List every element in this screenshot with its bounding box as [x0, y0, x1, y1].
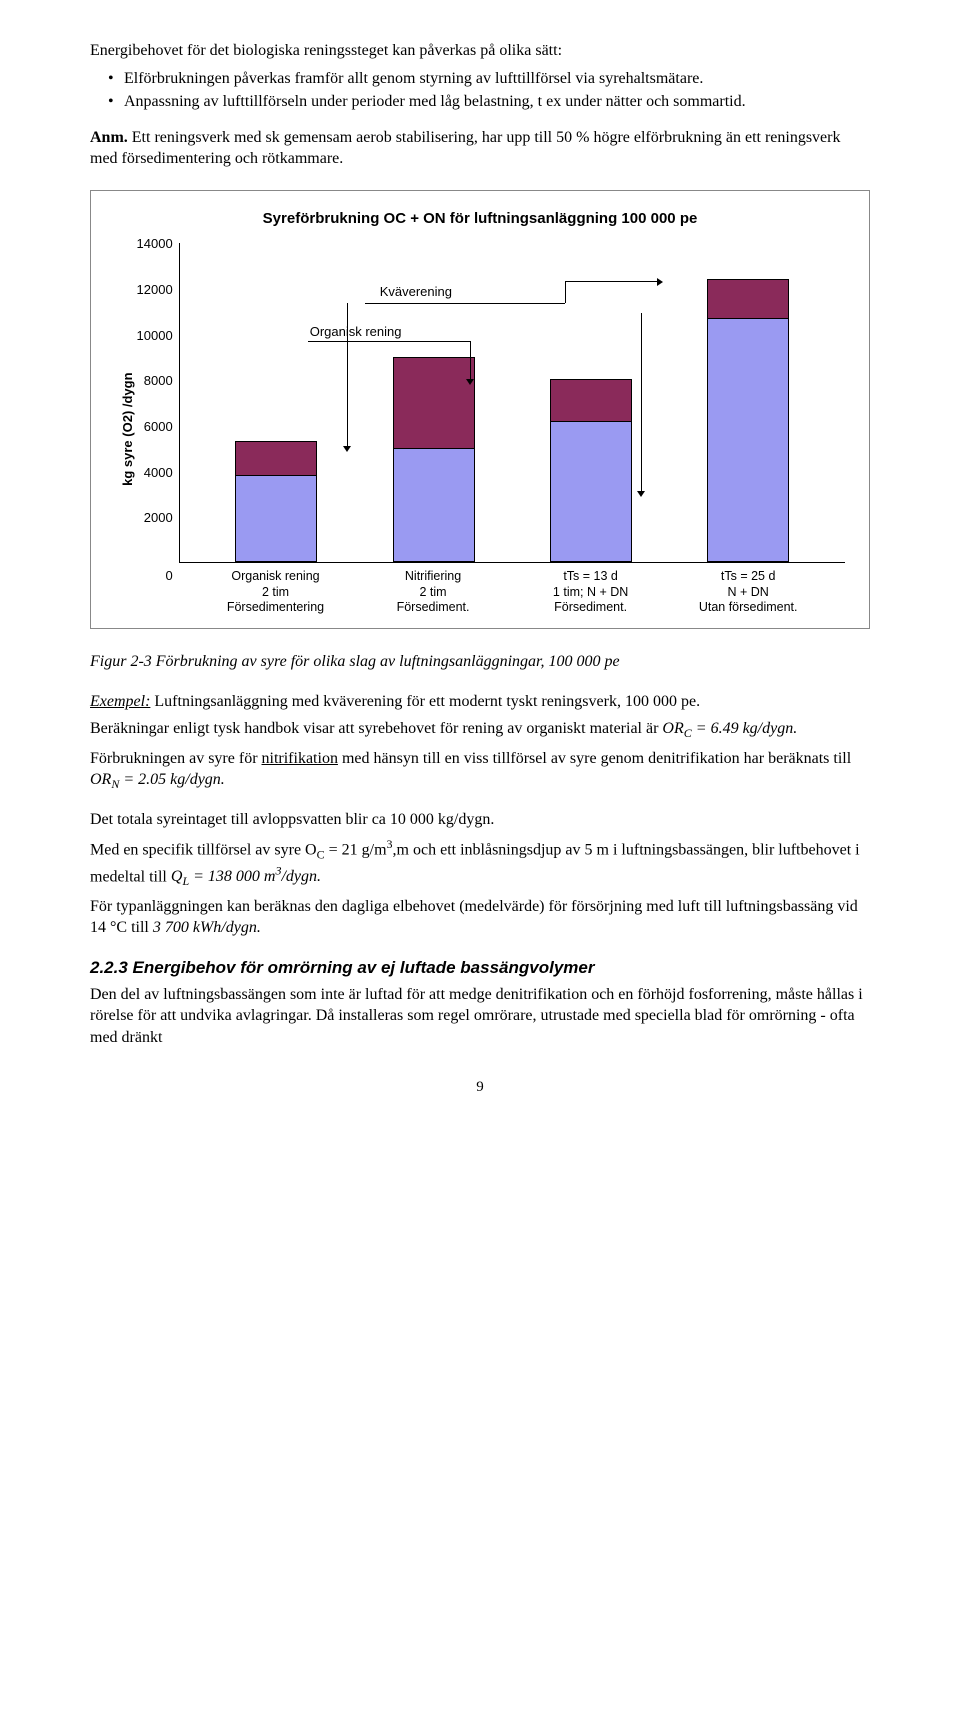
bar	[550, 379, 632, 562]
orc-value: = 6.49 kg/dygn.	[692, 720, 797, 737]
orn-symbol: OR	[90, 771, 111, 788]
x-labels: Organisk rening2 timFörsedimentering Nitr…	[179, 563, 845, 616]
ql-symbol: Q	[171, 868, 183, 885]
totala-line: Det totala syreintaget till avloppsvatte…	[90, 809, 870, 831]
bar	[393, 357, 475, 563]
ql-value: = 138 000 m	[189, 868, 275, 885]
list-item: Elförbrukningen påverkas framför allt ge…	[108, 68, 870, 90]
anm-label: Anm.	[90, 129, 128, 146]
exempel-label: Exempel:	[90, 693, 150, 710]
figure-caption: Figur 2-3 Förbrukning av syre för olika …	[90, 651, 870, 673]
bar	[235, 441, 317, 562]
chart-container: Syreförbrukning OC + ON för luftningsanl…	[90, 190, 870, 629]
chart-title: Syreförbrukning OC + ON för luftningsanl…	[115, 209, 845, 229]
page-number: 9	[90, 1077, 870, 1097]
x-label: tTs = 25 dN + DNUtan försediment.	[693, 569, 803, 616]
forbruk-2: med hänsyn till en viss tillförsel av sy…	[338, 750, 851, 767]
section-223-body: Den del av luftningsbassängen som inte ä…	[90, 984, 870, 1049]
forbruk-1: Förbrukningen av syre för	[90, 750, 262, 767]
orc-symbol: OR	[662, 720, 683, 737]
exempel-block: Exempel: Luftningsanläggning med kvävere…	[90, 691, 870, 793]
intro-line: Energibehovet för det biologiska renings…	[90, 40, 870, 62]
typan-val: 3 700 kWh/dygn.	[153, 919, 261, 936]
oc-sub: C	[317, 848, 325, 862]
oc-val: = 21 g/m	[325, 842, 387, 859]
specifik-1: Med en specifik tillförsel av syre O	[90, 842, 317, 859]
ql-tail: /dygn.	[281, 868, 321, 885]
list-item: Anpassning av lufttillförseln under peri…	[108, 91, 870, 113]
exempel-text: Luftningsanläggning med kväverening för …	[150, 693, 700, 710]
orn-value: = 2.05 kg/dygn.	[119, 771, 224, 788]
orc-sub: C	[684, 726, 692, 740]
section-223-heading: 2.2.3 Energibehov för omrörning av ej lu…	[90, 957, 870, 980]
x-label: Nitrifiering2 timFörsediment.	[378, 569, 488, 616]
x-label: Organisk rening2 timFörsedimentering	[220, 569, 330, 616]
y-ticks: 14000120001000080006000400020000	[137, 243, 179, 563]
bar	[707, 279, 789, 562]
anm-paragraph: Anm. Ett reningsverk med sk gemensam aer…	[90, 127, 870, 170]
annotation-kvav: Kväverening	[380, 283, 452, 301]
annotation-org: Organisk rening	[310, 323, 402, 341]
nitrifikation-underline: nitrifikation	[262, 750, 338, 767]
x-label: tTs = 13 d1 tim; N + DNFörsediment.	[536, 569, 646, 616]
y-axis-label: kg syre (O2) /dygn	[115, 243, 137, 616]
anm-text: Ett reningsverk med sk gemensam aerob st…	[90, 129, 840, 168]
totala-block: Det totala syreintaget till avloppsvatte…	[90, 809, 870, 939]
plot-area: Kväverening Organisk rening	[179, 243, 845, 563]
bullet-list: Elförbrukningen påverkas framför allt ge…	[90, 68, 870, 113]
berakn-text: Beräkningar enligt tysk handbok visar at…	[90, 720, 662, 737]
